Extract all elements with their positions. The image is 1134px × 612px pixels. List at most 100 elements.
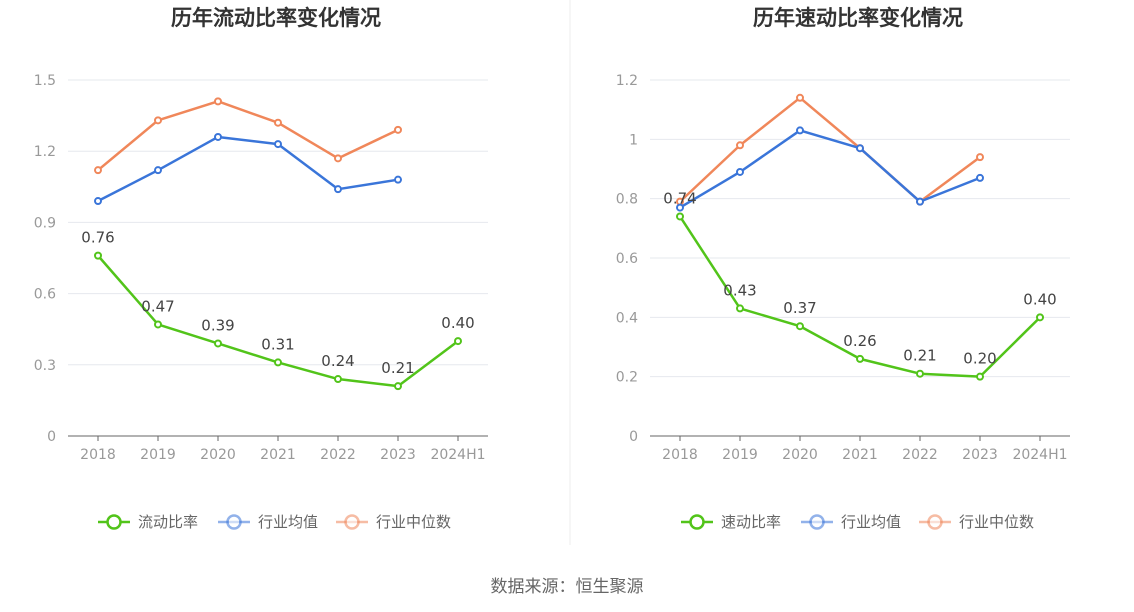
x-tick-label: 2019 — [140, 447, 176, 463]
legend-marker — [226, 514, 242, 530]
x-tick-label: 2019 — [722, 447, 758, 463]
legend-item-2[interactable]: 行业中位数 — [336, 513, 451, 531]
legend-item-0[interactable]: 速动比率 — [681, 513, 781, 531]
legend-label: 行业均值 — [258, 513, 318, 531]
series-line-2 — [97, 100, 399, 172]
x-tick-label: 2024H1 — [430, 447, 485, 463]
data-point[interactable] — [334, 185, 342, 194]
data-point[interactable] — [94, 251, 102, 260]
data-point[interactable] — [856, 144, 864, 153]
data-point[interactable] — [274, 118, 282, 127]
y-tick-label: 0.4 — [616, 310, 638, 326]
legend-marker — [689, 514, 705, 530]
x-tick-label: 2020 — [782, 447, 818, 463]
data-point[interactable] — [976, 173, 984, 182]
data-point[interactable] — [394, 382, 402, 391]
chart-title: 历年流动比率变化情况 — [171, 6, 381, 30]
data-point[interactable] — [736, 141, 744, 150]
x-tick-label: 2018 — [662, 447, 698, 463]
data-label: 0.76 — [81, 229, 114, 247]
data-point[interactable] — [676, 203, 684, 212]
data-point[interactable] — [736, 167, 744, 176]
data-point[interactable] — [976, 153, 984, 162]
legend-label: 行业中位数 — [376, 513, 451, 531]
data-point[interactable] — [796, 322, 804, 331]
data-label: 0.20 — [963, 350, 996, 368]
legend-item-1[interactable]: 行业均值 — [218, 513, 318, 531]
legend-label: 流动比率 — [138, 513, 198, 531]
data-label: 0.21 — [903, 347, 936, 365]
x-tick-label: 2024H1 — [1012, 447, 1067, 463]
y-tick-label: 1 — [629, 132, 638, 148]
data-label: 0.47 — [141, 297, 174, 315]
data-point[interactable] — [154, 320, 162, 329]
data-point[interactable] — [916, 369, 924, 378]
data-label: 0.74 — [663, 189, 696, 207]
legend-item-0[interactable]: 流动比率 — [98, 513, 198, 531]
y-tick-label: 1.2 — [34, 144, 56, 160]
x-tick-label: 2021 — [842, 447, 878, 463]
y-tick-label: 0.2 — [616, 370, 638, 386]
data-point[interactable] — [214, 97, 222, 106]
data-point[interactable] — [736, 304, 744, 313]
data-point[interactable] — [274, 358, 282, 367]
quick-ratio-chart: 历年速动比率变化情况 0 0.2 0.4 0.6 0.8 1 1.2 2018 2019 2020… — [616, 6, 1070, 531]
data-label: 0.24 — [321, 352, 354, 370]
series-line-1 — [97, 135, 399, 203]
data-label: 0.21 — [381, 359, 414, 377]
x-tick-label: 2022 — [320, 447, 356, 463]
series-line-2 — [679, 96, 981, 203]
data-label: 0.37 — [783, 299, 816, 317]
data-point[interactable] — [796, 93, 804, 102]
data-point[interactable] — [394, 175, 402, 184]
current-ratio-chart: 历年流动比率变化情况 0 0.3 0.6 0.9 1.2 1.5 2018 2019 2020 2… — [34, 6, 488, 531]
data-point[interactable] — [1036, 313, 1044, 322]
legend-label: 行业均值 — [841, 513, 901, 531]
data-point[interactable] — [394, 125, 402, 134]
data-point[interactable] — [334, 375, 342, 384]
data-point[interactable] — [154, 166, 162, 175]
legend-marker — [927, 514, 943, 530]
x-tick-label: 2023 — [380, 447, 416, 463]
y-tick-label: 0.8 — [616, 192, 638, 208]
legend-marker — [106, 514, 122, 530]
x-tick-label: 2022 — [902, 447, 938, 463]
data-point[interactable] — [916, 197, 924, 206]
y-tick-label: 1.5 — [34, 73, 56, 89]
data-point[interactable] — [94, 197, 102, 206]
data-label: 0.40 — [1023, 290, 1056, 308]
legend-marker — [344, 514, 360, 530]
y-tick-label: 1.2 — [616, 73, 638, 89]
y-tick-label: 0 — [47, 429, 56, 445]
data-source: 数据来源：恒生聚源 — [491, 577, 644, 597]
x-tick-label: 2018 — [80, 447, 116, 463]
data-point[interactable] — [856, 354, 864, 363]
series-line-1 — [679, 129, 981, 209]
chart-title: 历年速动比率变化情况 — [753, 6, 963, 30]
y-tick-label: 0 — [629, 429, 638, 445]
legend-item-1[interactable]: 行业均值 — [801, 513, 901, 531]
data-point[interactable] — [274, 140, 282, 149]
x-tick-label: 2021 — [260, 447, 296, 463]
data-point[interactable] — [334, 154, 342, 163]
x-tick-label: 2020 — [200, 447, 236, 463]
data-point[interactable] — [94, 166, 102, 175]
legend-label: 行业中位数 — [959, 513, 1034, 531]
data-point[interactable] — [214, 132, 222, 141]
data-label: 0.26 — [843, 332, 876, 350]
data-point[interactable] — [976, 372, 984, 381]
y-tick-label: 0.6 — [616, 251, 638, 267]
legend-item-2[interactable]: 行业中位数 — [919, 513, 1034, 531]
data-label: 0.31 — [261, 335, 294, 353]
y-tick-label: 0.9 — [34, 215, 56, 231]
y-tick-label: 0.6 — [34, 287, 56, 303]
data-label: 0.40 — [441, 314, 474, 332]
legend-label: 速动比率 — [721, 513, 781, 531]
data-point[interactable] — [676, 212, 684, 221]
data-point[interactable] — [454, 337, 462, 346]
data-point[interactable] — [796, 126, 804, 135]
data-point[interactable] — [154, 116, 162, 125]
data-point[interactable] — [214, 339, 222, 348]
data-label: 0.39 — [201, 316, 234, 334]
